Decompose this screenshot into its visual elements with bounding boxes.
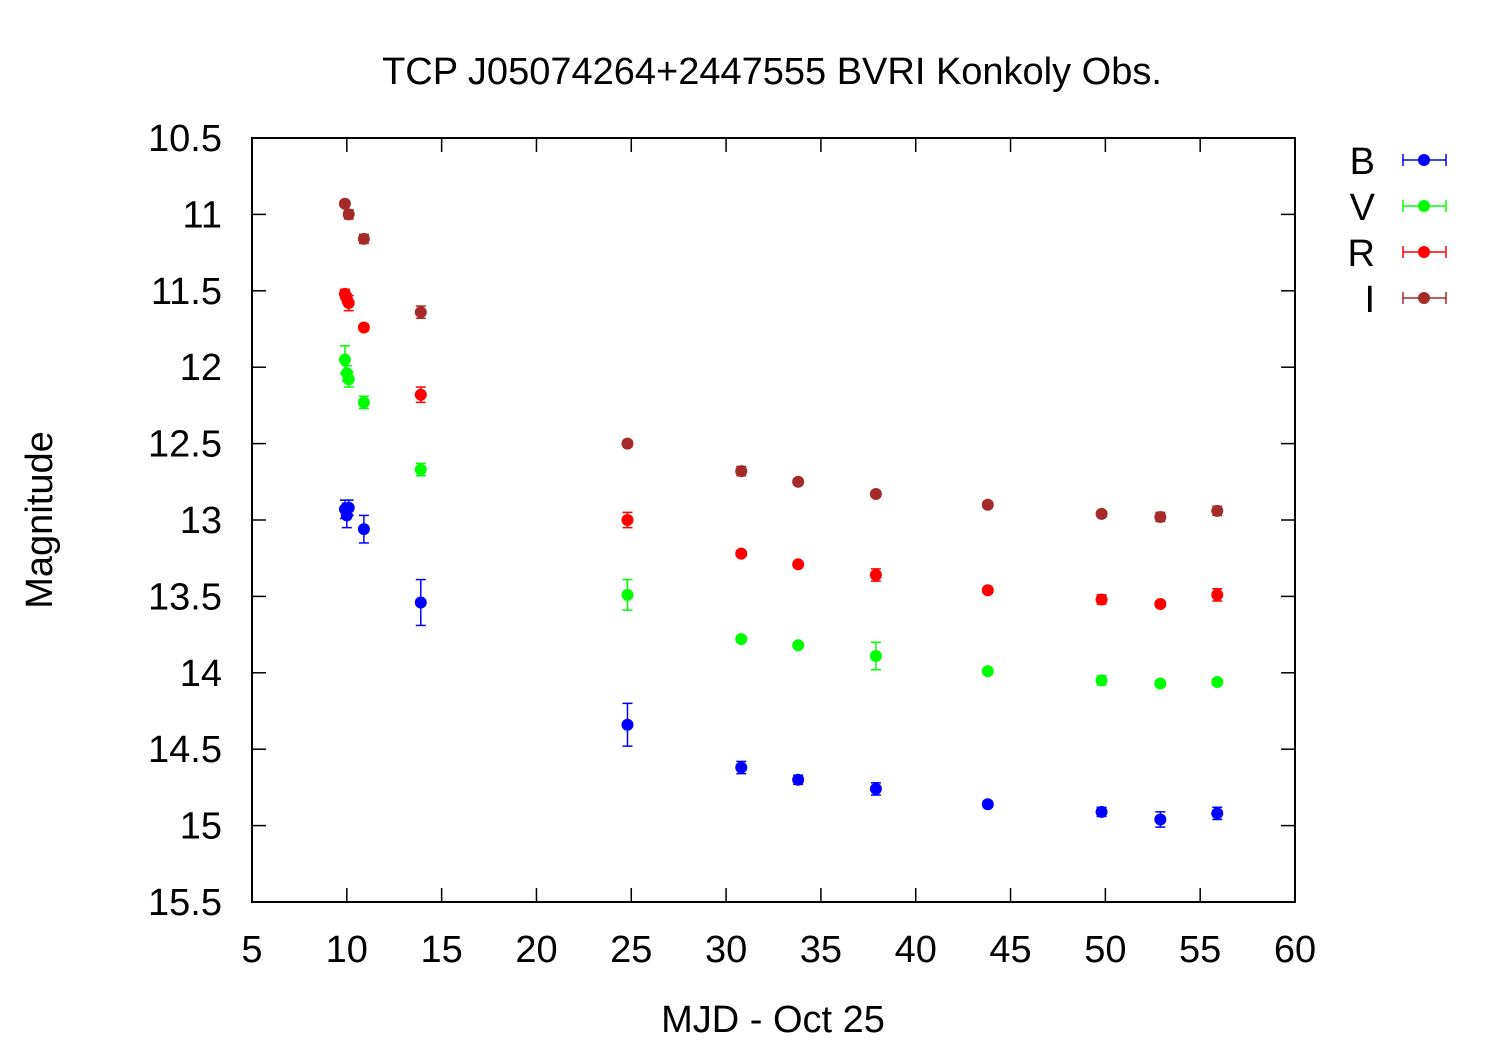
point-B-12 [1211, 807, 1224, 820]
legend-label-I: I [1364, 279, 1375, 321]
point-I-8 [981, 498, 994, 511]
x-tick-label-2: 15 [420, 929, 462, 971]
x-axis-label: MJD - Oct 25 [661, 999, 885, 1041]
point-I-11 [1211, 504, 1224, 517]
y-tick-label-4: 12.5 [148, 424, 222, 466]
point-B-4 [414, 596, 427, 609]
y-tick-label-2: 11.5 [151, 271, 222, 313]
legend-marker-V [1418, 200, 1430, 212]
x-tick-label-6: 35 [800, 929, 842, 971]
point-B-8 [869, 782, 882, 795]
point-I-10 [1154, 510, 1167, 523]
x-tick-label-9: 50 [1084, 929, 1126, 971]
legend-marker-R [1418, 246, 1430, 258]
x-tick-label-10: 55 [1179, 929, 1221, 971]
legend-label-B: B [1350, 141, 1375, 183]
data-points [338, 197, 1224, 828]
point-V-3 [357, 396, 370, 409]
point-I-9 [1095, 507, 1108, 520]
y-axis-label: Magnitude [19, 431, 61, 608]
point-R-3 [357, 321, 370, 334]
point-V-12 [1211, 675, 1224, 688]
y-tick-label-9: 15 [180, 806, 222, 848]
point-R-7 [792, 558, 805, 571]
plot-frame [251, 137, 1296, 903]
series-I [338, 197, 1224, 523]
point-R-12 [1211, 588, 1224, 601]
legend-label-V: V [1350, 187, 1376, 229]
series-V [338, 345, 1224, 690]
point-R-10 [1095, 593, 1108, 606]
axis-tick-labels: 5 10 15 20 25 30 35 40 45 50 55 60 10.5 11 11.5 12 12.5 1… [148, 118, 1316, 971]
series-B [338, 499, 1224, 828]
point-R-11 [1154, 598, 1167, 611]
series-R [338, 287, 1224, 611]
x-tick-label-8: 45 [989, 929, 1031, 971]
legend-label-R: R [1348, 233, 1375, 275]
point-B-2 [342, 501, 355, 514]
point-B-11 [1154, 813, 1167, 826]
point-I-3 [414, 306, 427, 319]
y-tick-label-3: 12 [180, 347, 222, 389]
point-I-2 [357, 232, 370, 245]
y-tick-label-10: 15.5 [148, 882, 222, 924]
y-tick-label-8: 14.5 [148, 729, 222, 771]
point-V-5 [621, 588, 634, 601]
point-V-11 [1154, 677, 1167, 690]
point-V-6 [735, 633, 748, 646]
point-I-4 [621, 437, 634, 450]
x-tick-label-7: 40 [895, 929, 937, 971]
point-R-9 [981, 584, 994, 597]
point-B-10 [1095, 805, 1108, 818]
point-I-1 [342, 208, 355, 221]
point-V-0 [338, 353, 351, 366]
point-I-0 [338, 197, 351, 210]
x-tick-label-11: 60 [1274, 929, 1316, 971]
point-V-10 [1095, 674, 1108, 687]
point-R-8 [869, 569, 882, 582]
point-R-4 [414, 388, 427, 401]
y-tick-label-7: 14 [180, 653, 222, 695]
x-tick-label-5: 30 [705, 929, 747, 971]
x-tick-label-0: 5 [241, 929, 262, 971]
point-R-5 [621, 514, 634, 526]
legend-marker-B [1418, 154, 1430, 166]
point-I-6 [792, 475, 805, 488]
point-V-4 [414, 463, 427, 476]
point-I-7 [869, 488, 882, 501]
chart-title: TCP J05074264+2447555 BVRI Konkoly Obs. [382, 51, 1162, 93]
point-I-5 [735, 465, 748, 478]
point-V-7 [792, 639, 805, 652]
point-B-6 [735, 761, 748, 774]
point-R-6 [735, 547, 748, 560]
axis-ticks [251, 137, 1296, 903]
y-tick-label-0: 10.5 [148, 118, 222, 160]
point-V-8 [869, 649, 882, 662]
point-B-5 [621, 718, 634, 731]
y-tick-label-1: 11 [183, 194, 222, 236]
point-B-9 [981, 798, 994, 811]
x-tick-label-1: 10 [326, 929, 368, 971]
point-V-2 [342, 373, 355, 386]
x-tick-label-3: 20 [515, 929, 557, 971]
legend: BVRI [1348, 141, 1447, 321]
point-R-2 [342, 297, 355, 310]
point-V-9 [981, 665, 994, 678]
point-B-7 [792, 773, 805, 786]
y-tick-label-6: 13.5 [148, 576, 222, 618]
point-B-3 [357, 523, 370, 536]
x-tick-label-4: 25 [610, 929, 652, 971]
legend-marker-I [1418, 292, 1430, 304]
y-tick-label-5: 13 [180, 500, 222, 542]
